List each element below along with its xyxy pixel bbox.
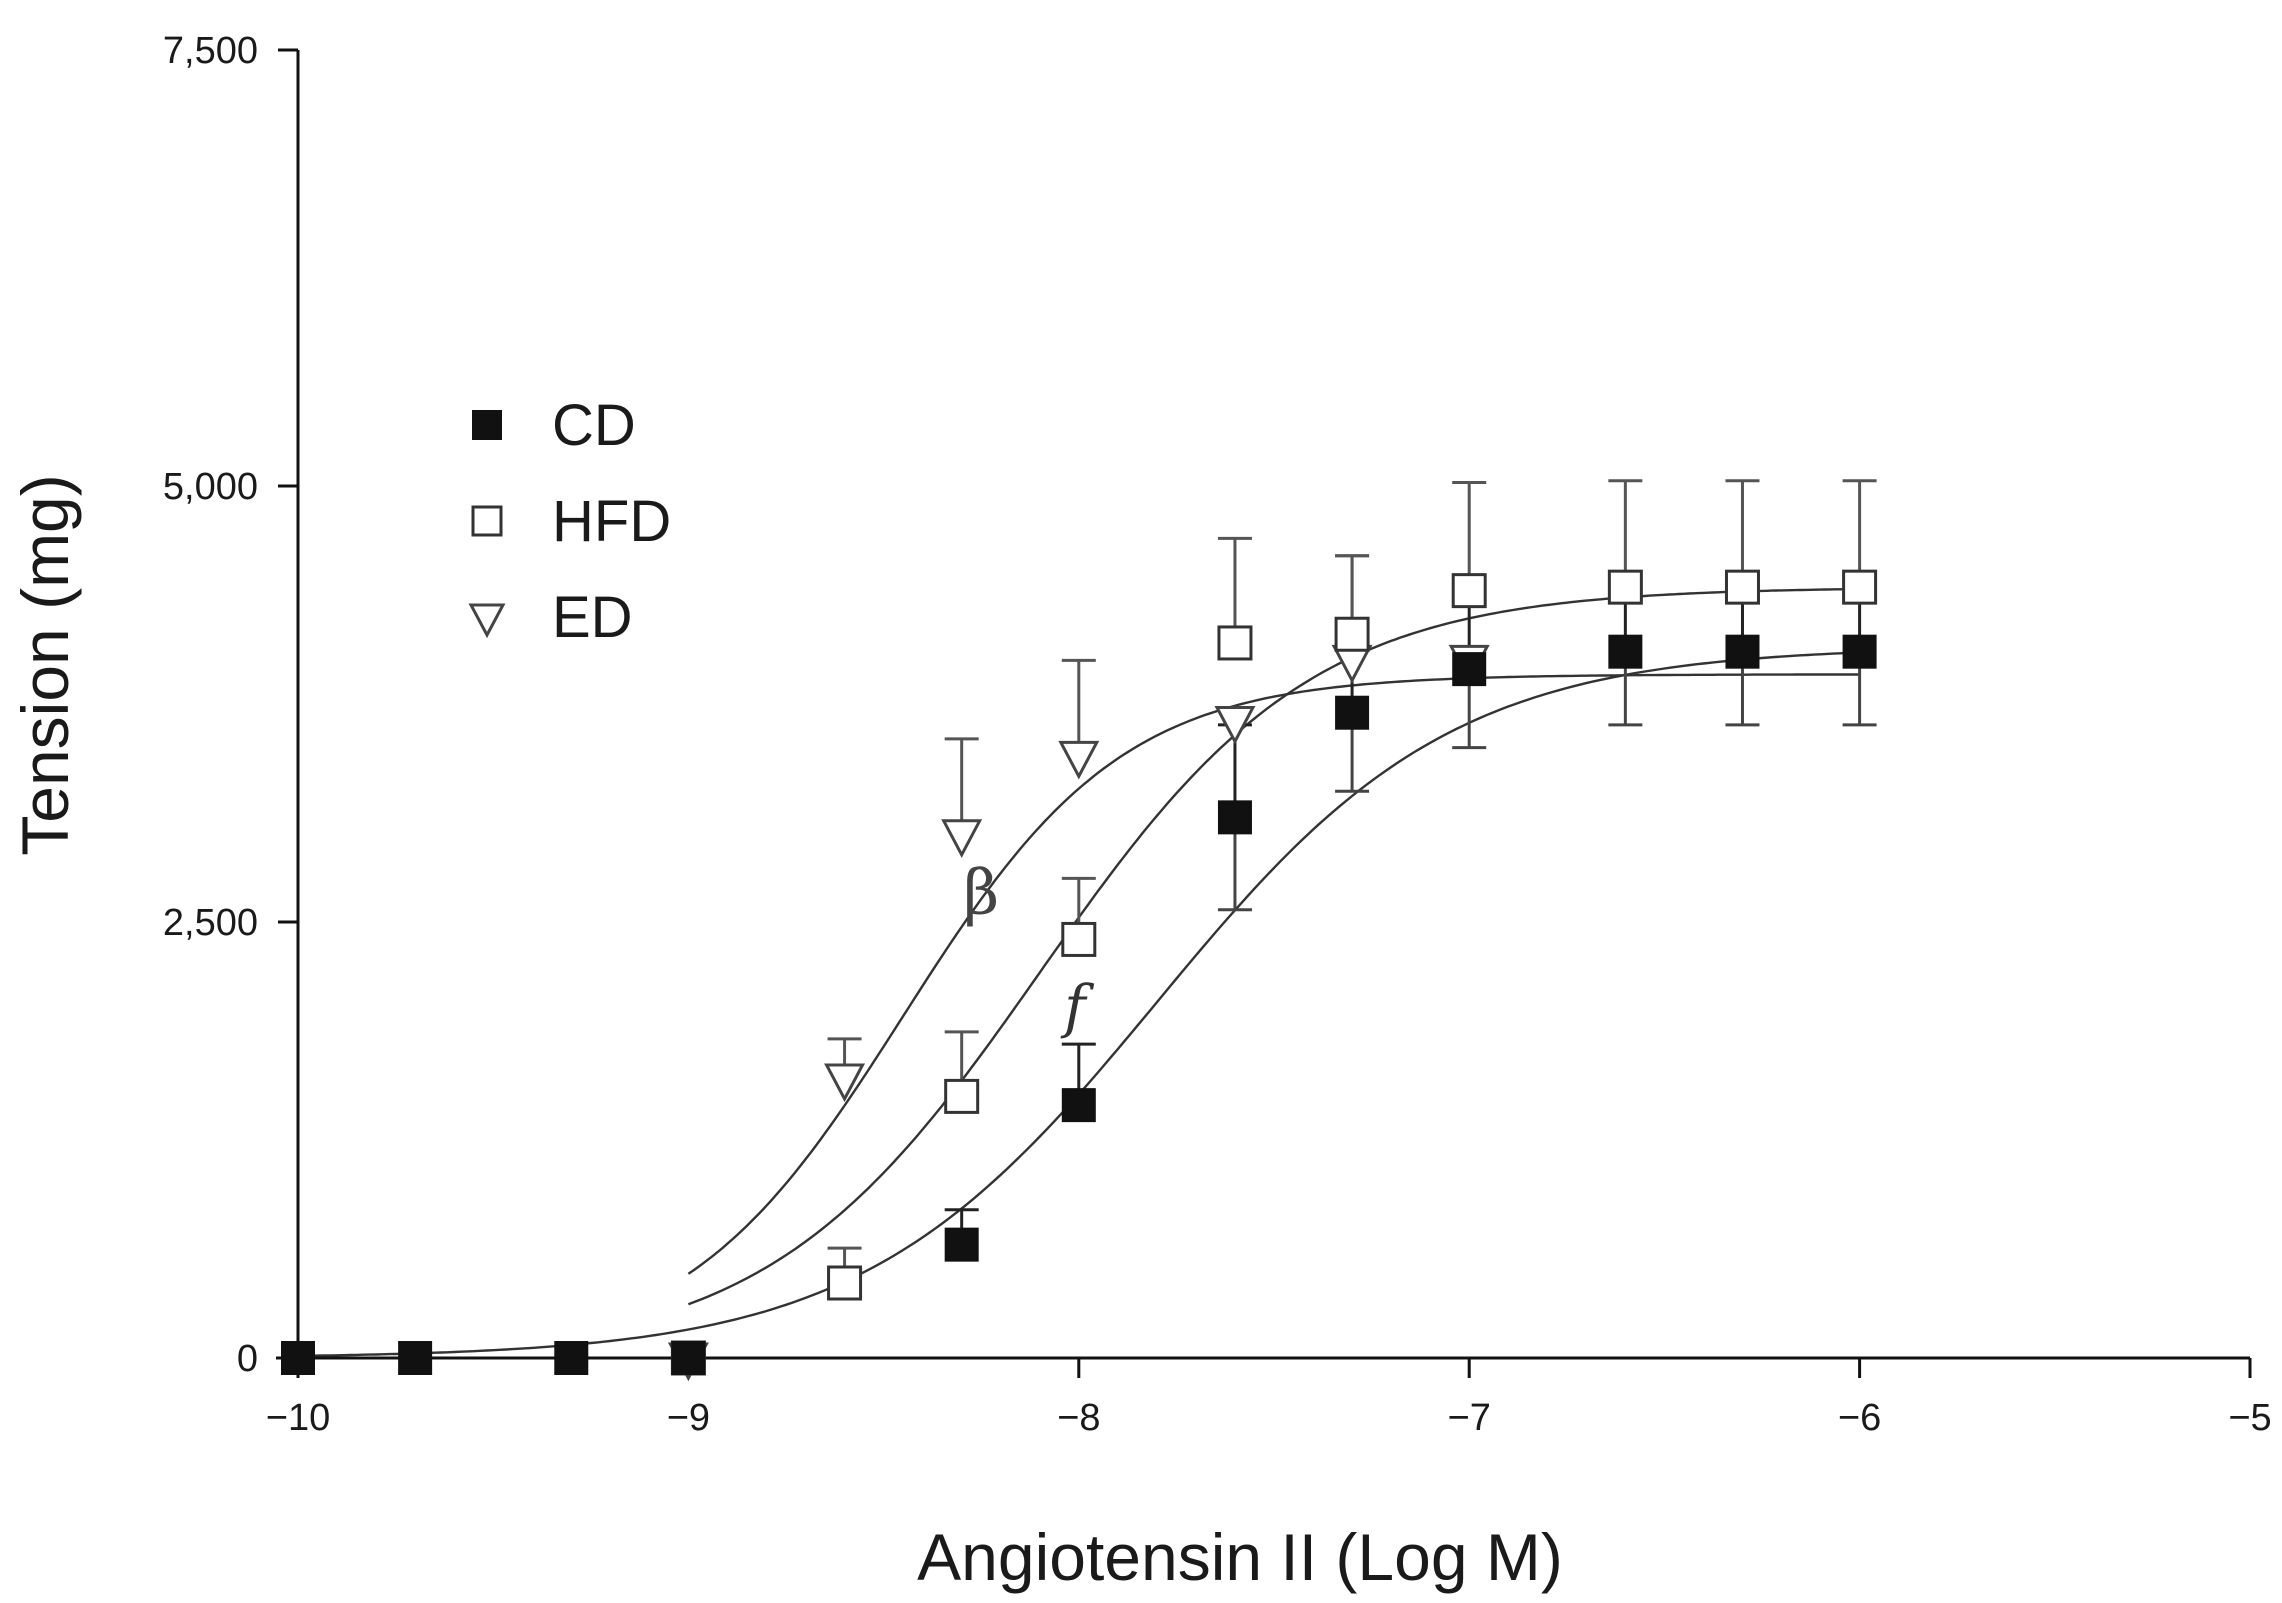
data-point-hfd <box>1334 616 1370 652</box>
data-point-cd <box>671 1341 706 1375</box>
data-point-hfd <box>827 1265 863 1301</box>
data-point-cd <box>1217 800 1252 835</box>
x-axis-title: Angiotensin II (Log M) <box>917 1520 1563 1594</box>
data-point-cd <box>1608 634 1643 669</box>
y-tick-label: 0 <box>237 1338 258 1380</box>
data-markers <box>281 569 1878 1382</box>
x-tick-label: −5 <box>2228 1397 2271 1439</box>
axes <box>276 48 2252 1378</box>
data-point-cd <box>398 1341 433 1375</box>
legend-marker-cd <box>472 410 502 440</box>
significance-annotation: f <box>1060 973 1095 1041</box>
data-point-cd <box>1725 634 1760 669</box>
y-tick-label: 2,500 <box>163 902 258 944</box>
data-point-hfd <box>1724 569 1760 605</box>
legend-marker-ed <box>468 603 506 639</box>
data-point-hfd <box>1061 921 1097 957</box>
x-tick-label: −6 <box>1838 1397 1881 1439</box>
data-point-cd <box>281 1341 315 1375</box>
data-point-hfd <box>1451 573 1487 609</box>
data-point-hfd <box>1842 569 1878 605</box>
significance-annotation: β <box>963 855 999 928</box>
data-point-ed <box>1058 740 1100 780</box>
data-point-cd <box>944 1227 979 1262</box>
x-tick-label: −8 <box>1057 1397 1100 1439</box>
legend-label-ed: ED <box>552 585 633 650</box>
legend-label-hfd: HFD <box>552 489 671 554</box>
y-tick-label: 7,500 <box>163 30 258 72</box>
legend-label-cd: CD <box>552 393 636 458</box>
legend-marker-hfd <box>471 505 503 537</box>
data-point-ed <box>824 1063 866 1103</box>
data-point-hfd <box>1607 569 1643 605</box>
y-axis-title: Tension (mg) <box>8 474 82 855</box>
x-tick-label: −9 <box>667 1397 710 1439</box>
labels: 0 2,500 5,000 7,500 −10 −9 −8 −7 −6 −5 βf <box>163 30 2272 1439</box>
data-point-hfd <box>1217 625 1253 661</box>
data-point-ed <box>1214 705 1256 745</box>
data-point-cd <box>1452 652 1487 687</box>
data-point-cd <box>554 1341 589 1375</box>
x-tick-label: −7 <box>1448 1397 1491 1439</box>
data-point-cd <box>1061 1088 1096 1123</box>
data-point-cd <box>1335 695 1370 730</box>
legend: CD HFD ED <box>468 393 671 650</box>
data-point-ed <box>941 819 983 859</box>
y-tick-label: 5,000 <box>163 466 258 508</box>
x-tick-label: −10 <box>266 1397 330 1439</box>
data-point-hfd <box>944 1078 980 1114</box>
fit-curve-ed <box>687 673 1860 1275</box>
data-point-cd <box>1842 634 1877 669</box>
fit-curve-hfd <box>687 587 1860 1306</box>
